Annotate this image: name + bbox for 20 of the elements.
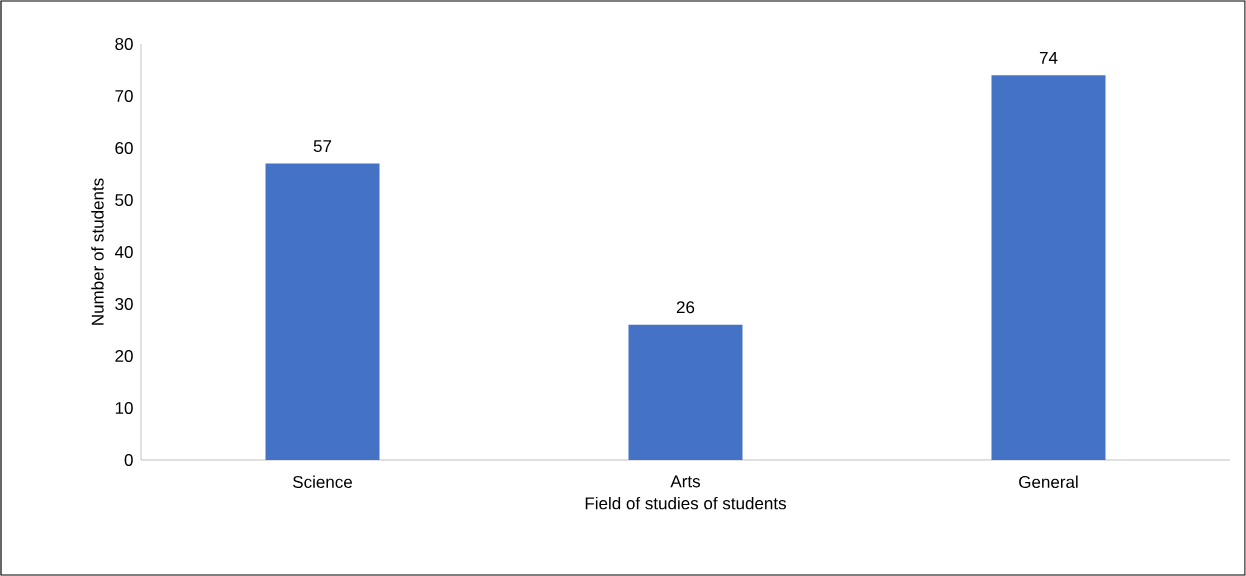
x-tick-label: General — [1019, 475, 1078, 489]
x-tick-label: Science — [293, 475, 352, 489]
y-tick-label: 0 — [124, 453, 133, 467]
data-label: 57 — [313, 140, 332, 153]
y-tick-label: 70 — [115, 89, 133, 103]
y-tick-label: 40 — [114, 245, 133, 259]
y-axis-title: Number of students — [91, 178, 104, 325]
bar — [628, 324, 743, 460]
bar — [991, 75, 1106, 460]
y-tick-label: 80 — [115, 37, 133, 51]
data-label: 74 — [1039, 51, 1058, 64]
y-tick-label: 50 — [115, 193, 133, 207]
y-tick-label: 10 — [115, 401, 133, 415]
y-tick-label: 20 — [115, 349, 133, 363]
data-label: 26 — [676, 301, 695, 314]
x-axis-title: Field of studies of students — [585, 496, 786, 510]
x-tick-label: Arts — [670, 475, 700, 488]
bar — [265, 163, 380, 460]
y-tick-label: 60 — [115, 141, 133, 155]
y-tick-label: 30 — [115, 297, 133, 311]
